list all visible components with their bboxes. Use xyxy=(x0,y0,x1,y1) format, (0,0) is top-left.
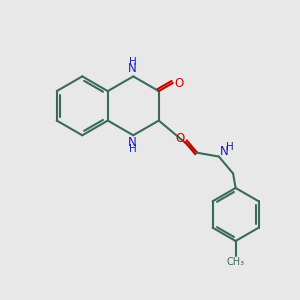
Text: N: N xyxy=(128,136,137,149)
Text: N: N xyxy=(128,61,137,75)
Text: CH₃: CH₃ xyxy=(226,257,245,267)
Text: O: O xyxy=(175,76,184,89)
Text: H: H xyxy=(226,142,234,152)
Text: O: O xyxy=(176,132,185,146)
Text: H: H xyxy=(129,144,136,154)
Text: N: N xyxy=(220,145,229,158)
Text: H: H xyxy=(129,57,136,67)
